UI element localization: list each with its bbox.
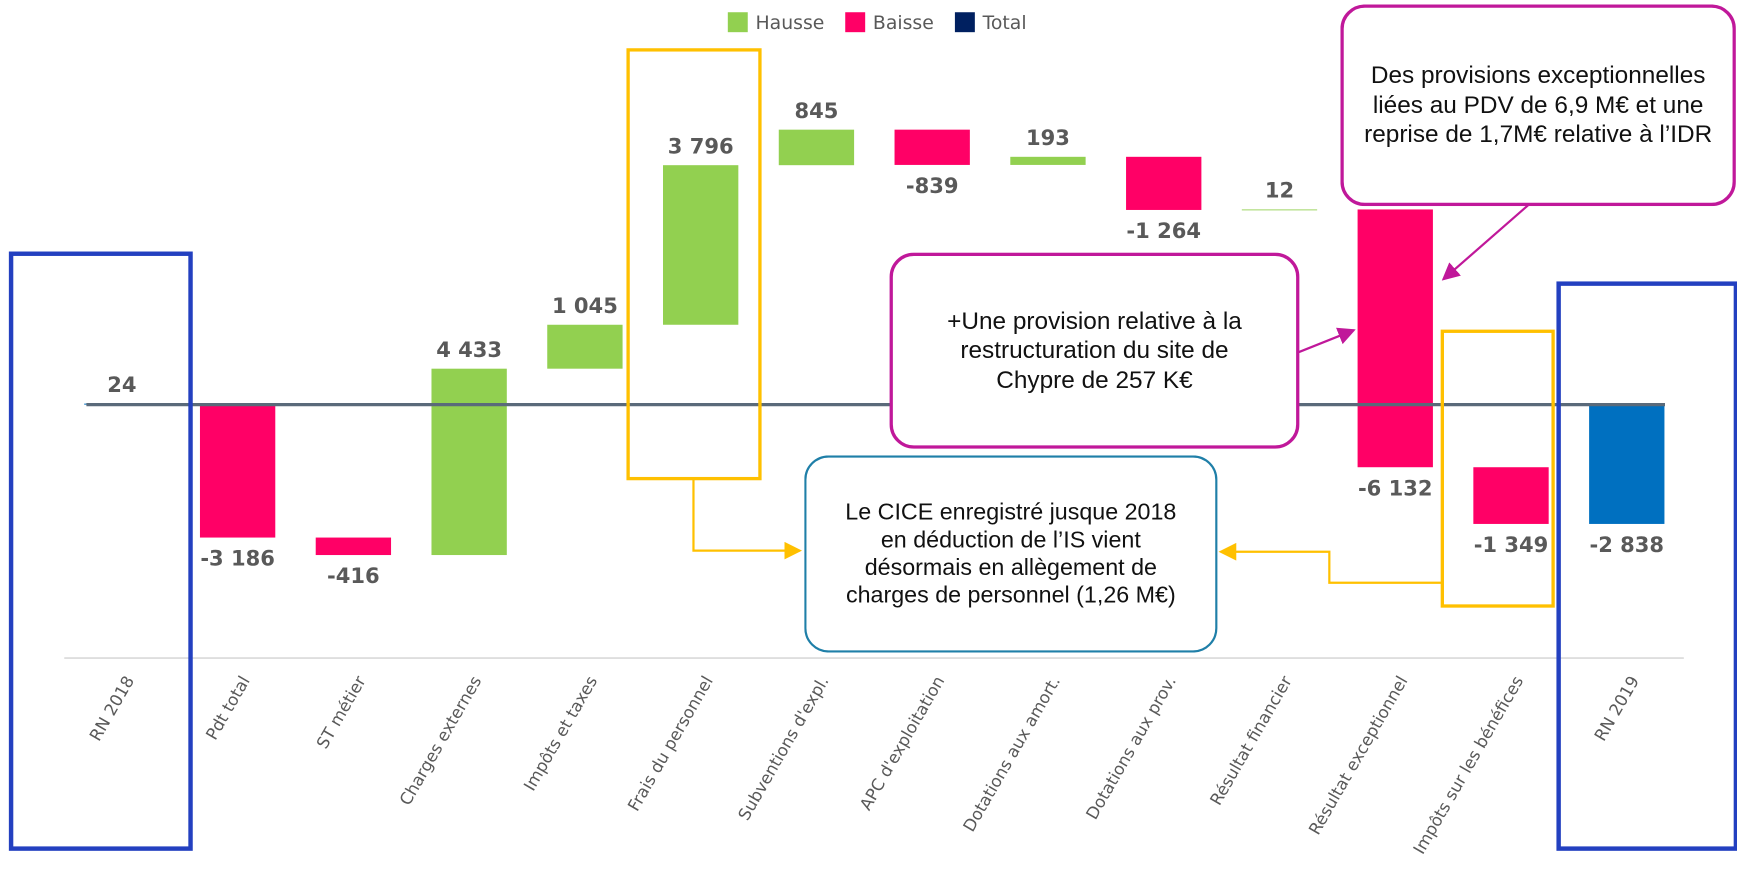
callout-text: Le CICE enregistré jusque 2018 en déduct… <box>804 455 1218 653</box>
legend-swatch <box>727 12 748 33</box>
connector <box>1218 542 1443 584</box>
data-label: -416 <box>327 563 380 588</box>
data-label: 4 433 <box>436 337 502 362</box>
x-tick-label: Pdt total <box>202 673 254 743</box>
bar <box>778 129 855 166</box>
data-label: 193 <box>1026 125 1070 150</box>
legend-label: Baisse <box>873 13 934 34</box>
bar <box>1241 209 1318 211</box>
callout-text: +Une provision relative à la restructura… <box>889 252 1300 449</box>
data-label: 845 <box>794 98 838 123</box>
x-tick-label: Dotations aux amort. <box>960 673 1065 835</box>
bar <box>315 537 392 556</box>
x-tick-label: RN 2018 <box>86 673 138 744</box>
callout: Des provisions exceptionnelles liées au … <box>1340 4 1736 207</box>
data-label: -3 186 <box>200 546 275 571</box>
x-tick-label: Résultat exceptionnel <box>1305 673 1411 838</box>
callout-text: Des provisions exceptionnelles liées au … <box>1340 4 1736 207</box>
bar <box>1010 156 1086 165</box>
bar <box>663 165 739 325</box>
highlight-frame <box>1440 329 1555 608</box>
data-label: -6 132 <box>1358 475 1433 500</box>
x-tick-label: Impôts et taxes <box>520 673 601 794</box>
legend-swatch <box>845 12 866 33</box>
data-label: 3 796 <box>668 133 734 158</box>
x-tick-label: ST métier <box>313 673 370 752</box>
x-tick-label: Dotations aux prov. <box>1082 673 1180 823</box>
bar <box>199 403 276 538</box>
bar <box>431 368 507 556</box>
x-tick-label: Subventions d'expl. <box>735 673 833 824</box>
callout: +Une provision relative à la restructura… <box>889 252 1300 449</box>
x-tick-label: Résultat financier <box>1206 673 1295 809</box>
x-tick-label: Frais du personnel <box>624 673 717 815</box>
legend: Hausse Baisse Total <box>727 12 1027 34</box>
highlight-frame <box>1556 281 1737 851</box>
bar <box>1357 209 1433 468</box>
legend-label: Hausse <box>756 13 825 34</box>
highlight-frame <box>8 251 193 851</box>
data-label: 1 045 <box>552 293 618 318</box>
bar <box>1589 404 1665 524</box>
x-tick-label: RN 2019 <box>1591 673 1643 744</box>
data-label: 12 <box>1265 178 1294 203</box>
data-label: -2 838 <box>1589 532 1664 557</box>
connector <box>692 478 803 560</box>
data-label: -1 264 <box>1126 218 1201 243</box>
connector <box>1441 194 1541 281</box>
connector <box>1297 327 1356 354</box>
bar <box>1126 156 1202 210</box>
x-tick-label: Impôts sur les bénéfices <box>1410 673 1528 858</box>
x-tick-label: Charges externes <box>396 673 485 809</box>
data-label: 24 <box>107 372 136 397</box>
data-label: -1 349 <box>1474 532 1549 557</box>
data-label: -839 <box>906 173 959 198</box>
bar <box>547 324 623 369</box>
legend-swatch <box>954 12 975 33</box>
callout: Le CICE enregistré jusque 2018 en déduct… <box>804 455 1218 653</box>
legend-label: Total <box>982 13 1027 34</box>
bar <box>894 129 970 165</box>
x-tick-label: APC d'exploitation <box>856 673 948 814</box>
bar <box>1473 467 1549 524</box>
